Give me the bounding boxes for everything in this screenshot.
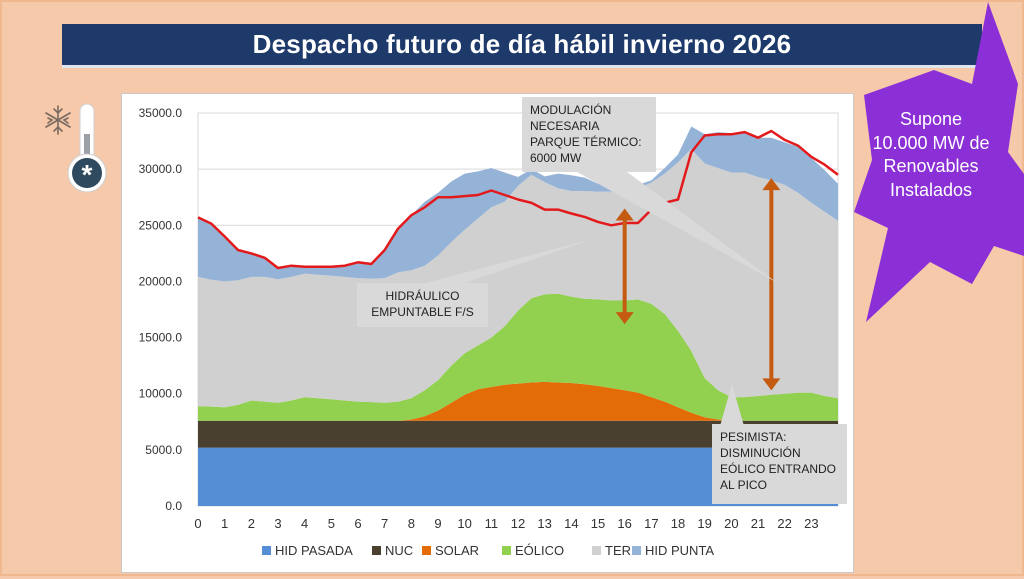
x-tick-label: 6 (354, 516, 361, 531)
legend: HID PASADA NUC SOLAR EÓLICO TER HID PUNTA (262, 543, 714, 558)
y-tick-label: 15000.0 (139, 331, 183, 345)
area-nuc (198, 420, 838, 448)
y-tick-label: 20000.0 (139, 274, 183, 288)
x-axis-ticks: 0 1 2 3 4 5 6 7 8 9 10 11 12 13 14 15 16 17 18 19 20 21 22 23 (194, 516, 818, 531)
x-tick-label: 13 (537, 516, 551, 531)
callout-modulacion: MODULACIÓN NECESARIA PARQUE TÉRMICO: 600… (522, 97, 656, 172)
x-tick-label: 14 (564, 516, 578, 531)
x-tick-label: 7 (381, 516, 388, 531)
area-hid-punta (198, 126, 838, 282)
x-tick-label: 15 (591, 516, 605, 531)
legend-swatch (262, 546, 271, 555)
total-line (197, 129, 839, 270)
x-tick-label: 5 (328, 516, 335, 531)
callout-hidraulico: HIDRÁULICO EMPUNTABLE F/S (357, 283, 488, 327)
x-tick-label: 18 (671, 516, 685, 531)
x-tick-label: 3 (274, 516, 281, 531)
legend-label: SOLAR (435, 543, 479, 558)
legend-label: HID PASADA (275, 543, 353, 558)
area-hid-pasada (198, 447, 838, 506)
y-tick-label: 25000.0 (139, 218, 183, 232)
x-tick-label: 8 (408, 516, 415, 531)
legend-swatch (502, 546, 511, 555)
double-arrow (615, 208, 634, 325)
legend-swatch (422, 546, 431, 555)
renewables-note: Supone 10.000 MW de Renovables Instalado… (872, 109, 990, 200)
y-tick-label: 35000.0 (139, 106, 183, 120)
legend-swatch (632, 546, 641, 555)
legend-label: TER (605, 543, 631, 558)
callout-pesimista: PESIMISTA: DISMINUCIÓN EÓLICO ENTRANDO A… (712, 424, 847, 504)
pointer-modulacion (577, 172, 776, 282)
legend-label: EÓLICO (515, 543, 564, 558)
starburst-shape (854, 2, 1024, 322)
x-tick-label: 10 (457, 516, 471, 531)
x-tick-label: 0 (194, 516, 201, 531)
y-tick-label: 30000.0 (139, 162, 183, 176)
double-arrow (762, 178, 781, 391)
x-tick-label: 19 (697, 516, 711, 531)
legend-label: HID PUNTA (645, 543, 714, 558)
x-tick-label: 21 (751, 516, 765, 531)
x-tick-label: 22 (777, 516, 791, 531)
y-tick-label: 10000.0 (139, 387, 183, 401)
x-tick-label: 20 (724, 516, 738, 531)
area-solar (198, 381, 838, 421)
legend-swatch (372, 546, 381, 555)
callout-pointers (422, 172, 776, 426)
x-tick-label: 9 (434, 516, 441, 531)
y-tick-label: 0.0 (165, 499, 182, 513)
x-tick-label: 23 (804, 516, 818, 531)
x-tick-label: 16 (617, 516, 631, 531)
x-tick-label: 4 (301, 516, 308, 531)
y-axis-ticks: 0.0 5000.0 10000.0 15000.0 20000.0 25000.0 300… (139, 106, 183, 513)
x-tick-label: 11 (485, 516, 499, 531)
winter-thermometer-icon: * (45, 103, 107, 193)
legend-swatch (592, 546, 601, 555)
pointer-hidraulico (422, 239, 592, 284)
legend-label: NUC (385, 543, 413, 558)
pointer-pesimista (720, 384, 744, 426)
arrows (615, 178, 781, 391)
page-title: Despacho futuro de día hábil invierno 20… (252, 29, 792, 59)
x-tick-label: 1 (221, 516, 228, 531)
x-tick-label: 12 (511, 516, 525, 531)
y-tick-label: 5000.0 (145, 443, 182, 457)
x-tick-label: 17 (644, 516, 658, 531)
total-demand-line (197, 129, 839, 270)
x-tick-label: 2 (248, 516, 255, 531)
title-bar: Despacho futuro de día hábil invierno 20… (62, 24, 982, 68)
area-eólico (198, 293, 838, 421)
dispatch-chart: 0.0 5000.0 10000.0 15000.0 20000.0 25000.0 300… (139, 106, 839, 558)
svg-text:*: * (82, 159, 93, 190)
